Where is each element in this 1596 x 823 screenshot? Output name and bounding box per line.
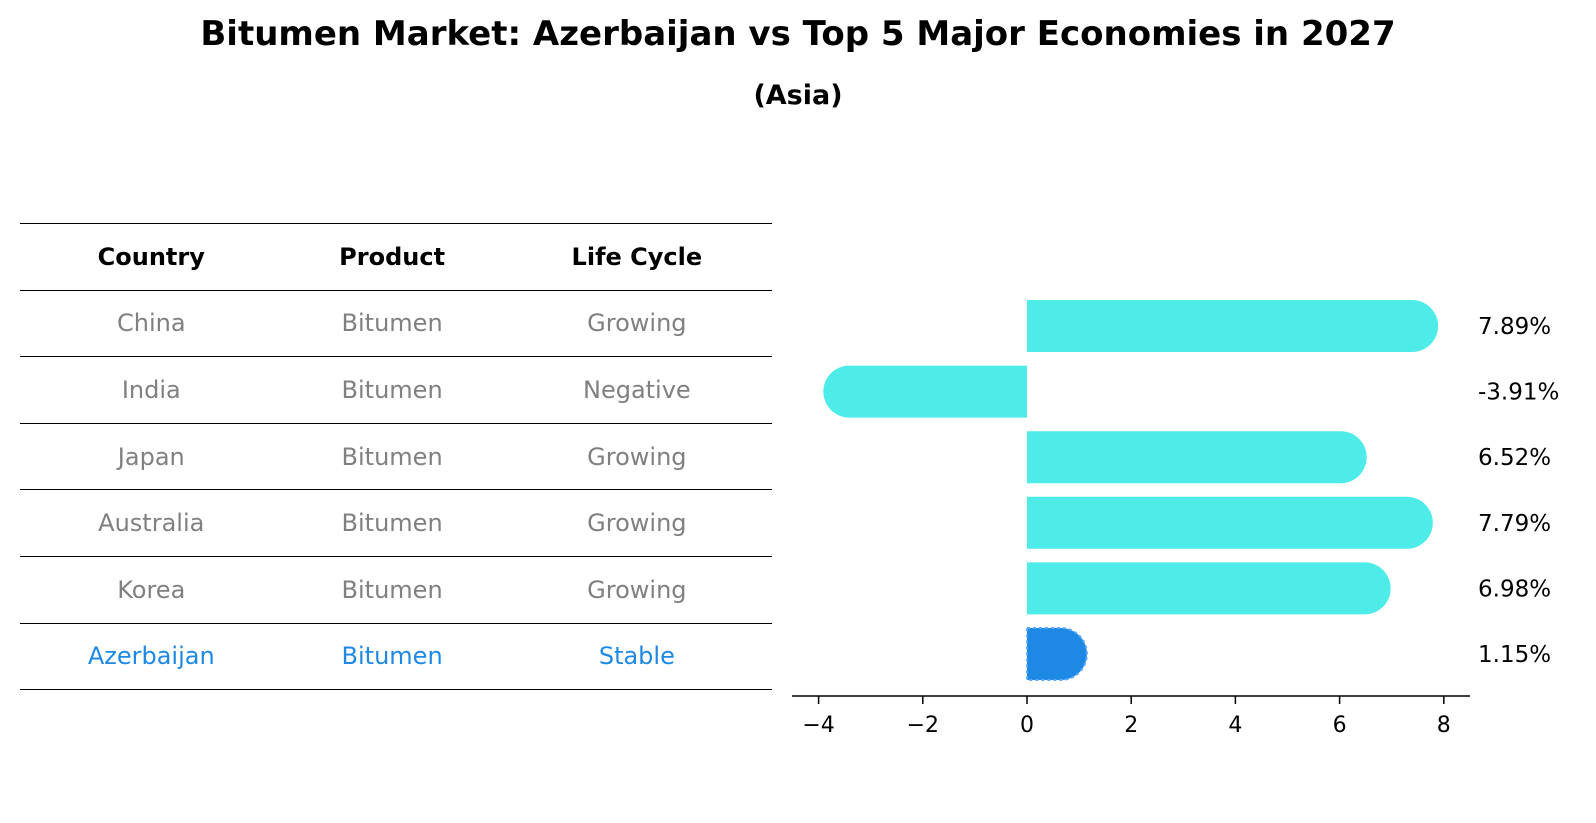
table-row: India Bitumen Negative	[20, 356, 772, 424]
bar	[1027, 431, 1367, 484]
table-row: Japan Bitumen Growing	[20, 423, 772, 491]
x-tick-label: 0	[1020, 713, 1034, 738]
table-header-row: Country Product Life Cycle	[20, 223, 772, 291]
x-tick-label: 8	[1437, 713, 1451, 738]
cell-country: Korea	[20, 556, 283, 624]
header-product: Product	[282, 223, 502, 291]
table-row: Australia Bitumen Growing	[20, 489, 772, 557]
cell-country: China	[20, 290, 283, 358]
cell-country: Azerbaijan	[20, 623, 283, 691]
table-row: China Bitumen Growing	[20, 290, 772, 358]
cell-product: Bitumen	[282, 556, 502, 624]
cell-life-cycle: Growing	[501, 556, 772, 624]
table-row-highlighted: Azerbaijan Bitumen Stable	[20, 623, 772, 691]
cell-product: Bitumen	[282, 623, 502, 691]
cell-life-cycle: Growing	[501, 290, 772, 358]
data-label: 7.79%	[1478, 511, 1551, 537]
chart-subtitle: (Asia)	[753, 80, 843, 111]
x-tick-label: −2	[907, 713, 939, 738]
data-label: 6.52%	[1478, 445, 1551, 471]
data-label: 6.98%	[1478, 576, 1551, 602]
bar	[823, 365, 1027, 418]
cell-life-cycle: Growing	[501, 423, 772, 491]
cell-country: Australia	[20, 489, 283, 557]
cell-product: Bitumen	[282, 423, 502, 491]
bar	[1027, 300, 1439, 352]
cell-life-cycle: Negative	[501, 356, 772, 424]
cell-product: Bitumen	[282, 489, 502, 557]
data-label: 1.15%	[1478, 642, 1551, 668]
x-tick-label: −4	[802, 713, 834, 738]
cell-product: Bitumen	[282, 290, 502, 358]
data-label: 7.89%	[1478, 314, 1551, 340]
header-country: Country	[20, 223, 283, 291]
header-life-cycle: Life Cycle	[501, 223, 772, 291]
cell-life-cycle: Growing	[501, 489, 772, 557]
cell-country: India	[20, 356, 283, 424]
x-tick-label: 6	[1333, 713, 1347, 738]
cell-life-cycle: Stable	[501, 623, 772, 691]
cell-country: Japan	[20, 423, 283, 491]
data-label: -3.91%	[1478, 380, 1559, 406]
x-tick-label: 4	[1228, 713, 1242, 738]
cell-product: Bitumen	[282, 356, 502, 424]
chart-title: Bitumen Market: Azerbaijan vs Top 5 Majo…	[200, 14, 1396, 54]
bar-highlighted	[1026, 627, 1088, 681]
table-row: Korea Bitumen Growing	[20, 556, 772, 624]
bar	[1027, 562, 1391, 615]
country-table: Country Product Life Cycle China Bitumen…	[20, 223, 772, 691]
bar	[1027, 496, 1433, 549]
x-tick-label: 2	[1124, 713, 1138, 738]
